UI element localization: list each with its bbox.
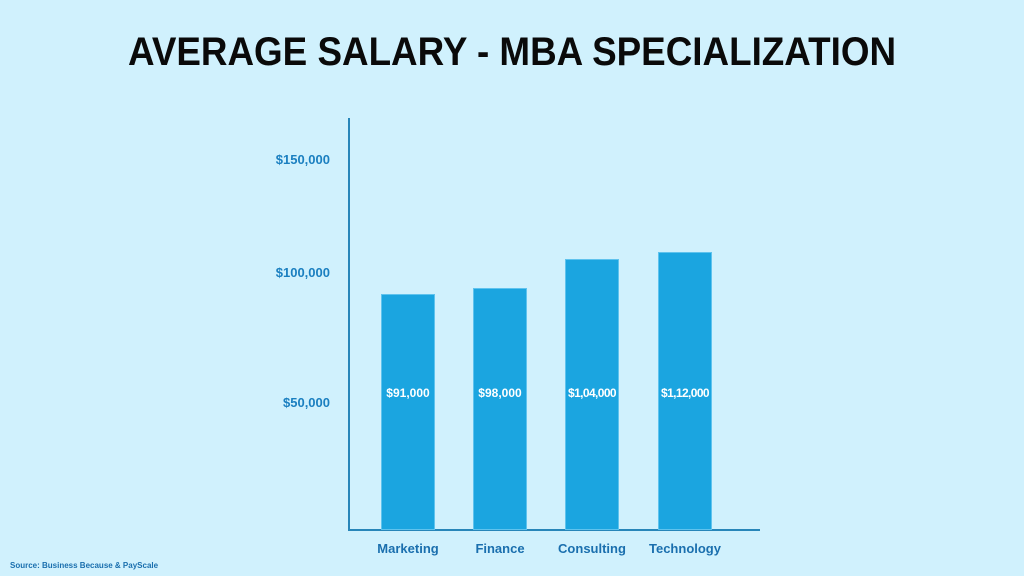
chart-title: AVERAGE SALARY - MBA SPECIALIZATION	[127, 30, 897, 74]
x-tick-label: Consulting	[558, 541, 626, 556]
x-tick-label: Marketing	[377, 541, 439, 556]
bar-marketing	[381, 294, 435, 530]
bar-value-label: $1,04,000	[568, 386, 617, 400]
bar-technology	[658, 252, 712, 530]
bar-finance	[473, 288, 527, 530]
bar-value-label: $1,12,000	[661, 386, 710, 400]
x-axis-line	[348, 529, 760, 531]
y-tick-label: $150,000	[275, 152, 330, 167]
bar-value-label: $98,000	[478, 386, 522, 400]
y-tick-label: $100,000	[275, 265, 330, 280]
bar-consulting	[565, 259, 619, 530]
x-tick-label: Finance	[475, 541, 525, 556]
source-note: Source: Business Because & PayScale	[10, 561, 159, 570]
y-axis-line	[348, 118, 350, 531]
y-tick-label: $50,000	[283, 395, 330, 410]
bar-value-label: $91,000	[386, 386, 430, 400]
x-tick-label: Technology	[649, 541, 721, 556]
